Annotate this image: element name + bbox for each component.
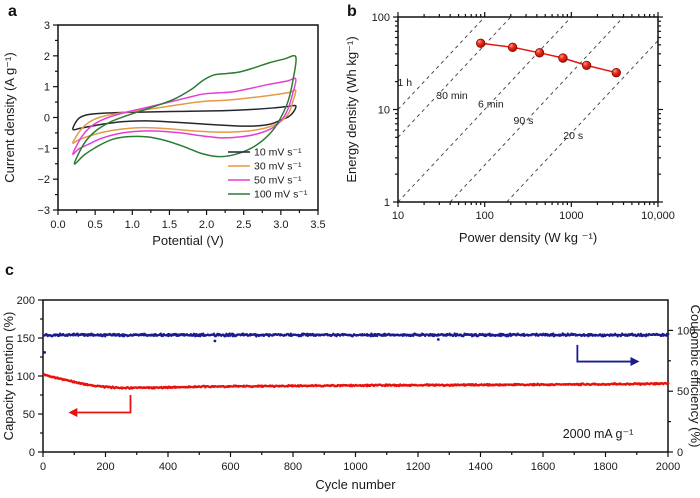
panel-a-letter: a — [8, 3, 17, 20]
svg-text:0: 0 — [40, 461, 46, 473]
cv-plot: 0.0 0.5 1.0 1.5 2.0 2.5 3.0 3.5 −3 −2 −1 0 1 2 3 Potent… — [2, 20, 326, 248]
cv-chart-svg: 0.0 0.5 1.0 1.5 2.0 2.5 3.0 3.5 −3 −2 −1 0 1 2 3 Potent… — [2, 20, 326, 248]
svg-text:−1: −1 — [37, 143, 50, 155]
svg-text:0.0: 0.0 — [50, 219, 65, 231]
cycling-chart-svg: 0 200 400 600 800 1000 1200 1400 1600 1800 2000050… — [1, 295, 700, 492]
capacity-retention-series — [42, 373, 670, 390]
svg-text:2.0: 2.0 — [199, 219, 214, 231]
svg-text:0: 0 — [29, 447, 35, 459]
legend-label: 30 mV s⁻¹ — [254, 161, 302, 173]
axis-ticks — [393, 12, 663, 207]
legend-label: 10 mV s⁻¹ — [254, 147, 302, 159]
left-y-axis-label: Capacity retention (%) — [1, 312, 16, 441]
plot-border — [42, 299, 669, 453]
svg-text:0: 0 — [44, 113, 50, 125]
current-density-annotation: 2000 mA g⁻¹ — [563, 427, 634, 441]
svg-text:100: 100 — [677, 325, 695, 337]
data-point — [476, 38, 486, 48]
svg-text:1: 1 — [384, 197, 390, 209]
cycling-plot: 0 200 400 600 800 1000 1200 1400 1600 1800 2000050… — [1, 295, 700, 492]
svg-text:100: 100 — [372, 12, 390, 24]
svg-text:1200: 1200 — [406, 461, 430, 473]
cv-curve-50-mV-s⁻¹ — [72, 77, 297, 156]
x-axis-label: Power density (W kg ⁻¹) — [459, 230, 597, 245]
svg-text:10,000: 10,000 — [641, 210, 675, 222]
x-axis-label: Potential (V) — [152, 233, 224, 248]
svg-text:−3: −3 — [37, 205, 50, 217]
efficiency-arrow — [576, 344, 640, 367]
plot-border — [397, 16, 659, 203]
data-point — [534, 48, 545, 58]
svg-text:3: 3 — [44, 20, 50, 32]
legend-label: 50 mV s⁻¹ — [254, 175, 302, 187]
svg-text:10: 10 — [378, 105, 390, 117]
data-point — [581, 60, 592, 71]
svg-text:100: 100 — [475, 210, 493, 222]
svg-text:1000: 1000 — [343, 461, 367, 473]
coulombic-efficiency-series — [42, 332, 670, 354]
svg-text:1600: 1600 — [531, 461, 555, 473]
svg-text:1400: 1400 — [468, 461, 492, 473]
retention-arrow — [68, 395, 132, 417]
right-y-axis-label: Coulombic efficiency (%) — [688, 305, 700, 448]
cv-curve-100-mV-s⁻¹ — [73, 54, 297, 165]
data-point — [558, 53, 568, 63]
data-point — [507, 42, 518, 52]
svg-text:800: 800 — [284, 461, 302, 473]
svg-text:100: 100 — [17, 371, 35, 383]
guide-label: 30 min — [436, 90, 468, 102]
y-axis-label: Energy density (Wh kg⁻¹) — [345, 36, 359, 182]
svg-text:1000: 1000 — [559, 210, 583, 222]
svg-text:50: 50 — [23, 409, 35, 421]
svg-text:2.5: 2.5 — [236, 219, 251, 231]
legend-label: 100 mV s⁻¹ — [254, 189, 308, 201]
panel-c-letter: c — [5, 262, 14, 279]
svg-text:0.5: 0.5 — [87, 219, 102, 231]
plot-border — [57, 24, 319, 211]
svg-text:50: 50 — [677, 386, 689, 398]
svg-text:400: 400 — [159, 461, 177, 473]
axis-ticks — [53, 24, 319, 215]
svg-text:1: 1 — [44, 82, 50, 94]
x-axis-label: Cycle number — [315, 477, 396, 492]
guide-label: 6 min — [478, 99, 504, 111]
data-point — [611, 68, 621, 78]
svg-text:1.5: 1.5 — [162, 219, 177, 231]
time-guide-lines — [398, 17, 658, 202]
y-axis-label: Current density (A g⁻¹) — [2, 52, 17, 182]
svg-text:−2: −2 — [37, 174, 50, 186]
svg-text:150: 150 — [17, 333, 35, 345]
panel-b-letter: b — [347, 3, 357, 20]
svg-text:1.0: 1.0 — [125, 219, 140, 231]
svg-text:2: 2 — [44, 51, 50, 63]
ragone-line — [480, 42, 617, 74]
svg-text:600: 600 — [221, 461, 239, 473]
svg-text:3.5: 3.5 — [310, 219, 325, 231]
svg-text:0: 0 — [677, 447, 683, 459]
svg-text:200: 200 — [96, 461, 114, 473]
svg-text:200: 200 — [17, 295, 35, 307]
legend: 10 mV s⁻¹ 30 mV s⁻¹ 50 mV s⁻¹ 100 mV s⁻¹ — [228, 147, 308, 201]
svg-text:1800: 1800 — [593, 461, 617, 473]
svg-text:10: 10 — [392, 210, 404, 222]
guide-label: 90 s — [513, 115, 533, 127]
cv-curve-30-mV-s⁻¹ — [72, 89, 297, 144]
guide-label: 1 h — [398, 77, 413, 89]
guide-label: 20 s — [563, 130, 583, 142]
svg-text:3.0: 3.0 — [273, 219, 288, 231]
svg-text:2000: 2000 — [656, 461, 680, 473]
